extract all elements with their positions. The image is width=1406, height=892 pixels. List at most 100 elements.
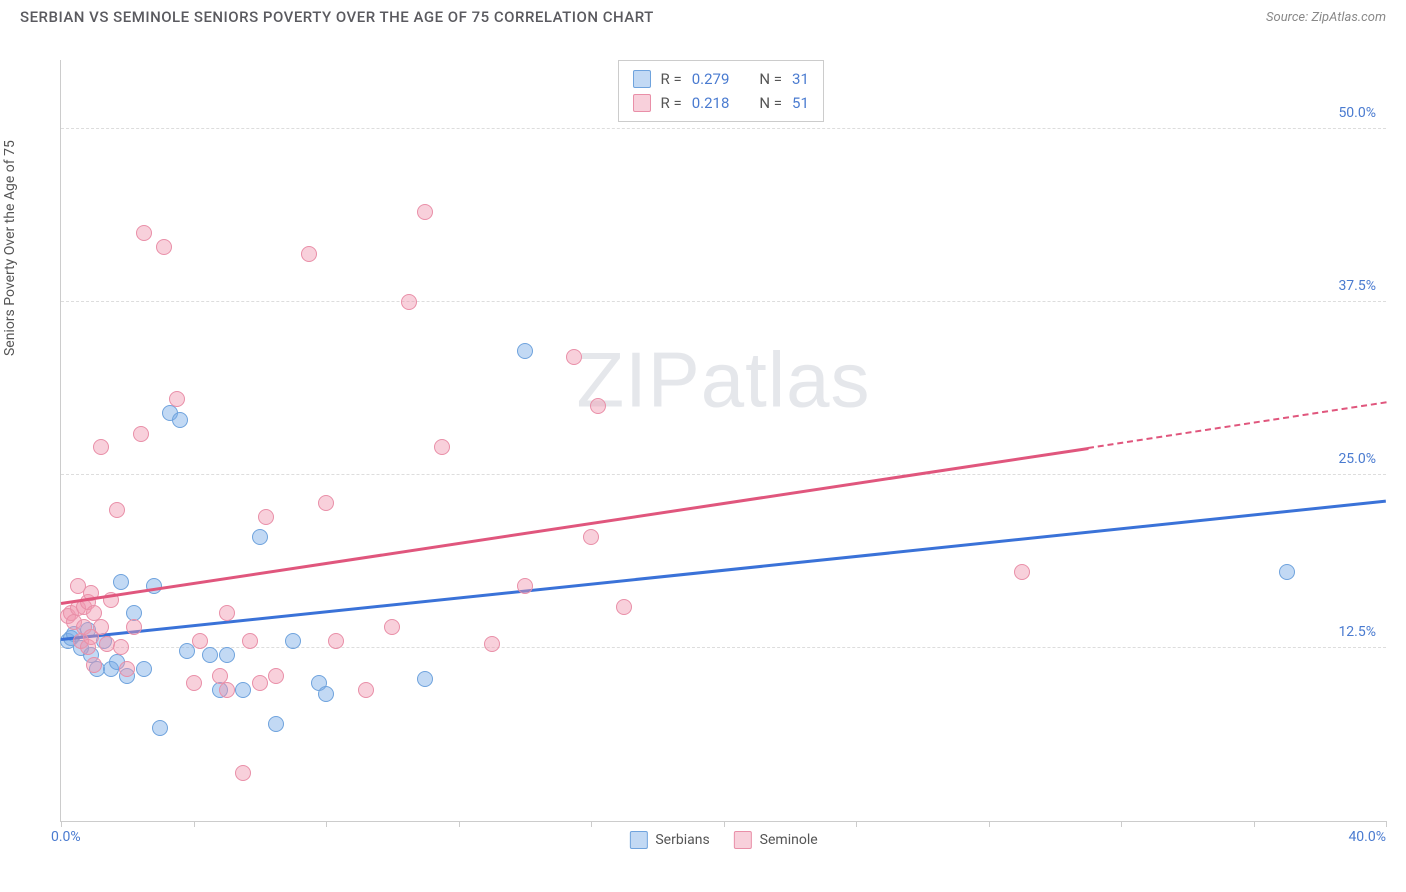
x-tick <box>459 821 460 827</box>
chart-header: SERBIAN VS SEMINOLE SENIORS POVERTY OVER… <box>0 0 1406 30</box>
data-point <box>192 633 208 649</box>
legend-swatch <box>633 94 651 112</box>
data-point <box>517 578 533 594</box>
data-point <box>434 439 450 455</box>
data-point <box>126 619 142 635</box>
data-point <box>186 675 202 691</box>
data-point <box>93 619 109 635</box>
x-tick <box>724 821 725 827</box>
trend-line <box>61 447 1088 604</box>
data-point <box>268 716 284 732</box>
data-point <box>242 633 258 649</box>
legend-label: Seminole <box>760 832 818 848</box>
x-max-label: 40.0% <box>1348 829 1386 845</box>
data-point <box>136 661 152 677</box>
data-point <box>301 246 317 262</box>
data-point <box>172 412 188 428</box>
x-tick <box>591 821 592 827</box>
data-point <box>219 682 235 698</box>
x-tick <box>1254 821 1255 827</box>
data-point <box>146 578 162 594</box>
data-point <box>202 647 218 663</box>
y-tick-label: 25.0% <box>1338 451 1376 467</box>
trend-line <box>1088 402 1386 450</box>
legend-item: Serbians <box>629 831 709 849</box>
watermark: ZIPatlas <box>576 334 870 425</box>
stats-legend-box: R = 0.279 N = 31 R = 0.218 N = 51 <box>618 60 824 122</box>
stat-n-label: N = <box>759 67 782 91</box>
stats-row: R = 0.218 N = 51 <box>633 91 809 115</box>
stat-r-value: 0.279 <box>692 67 730 91</box>
data-point <box>318 686 334 702</box>
data-point <box>113 574 129 590</box>
x-tick <box>194 821 195 827</box>
stats-row: R = 0.279 N = 31 <box>633 67 809 91</box>
legend-swatch <box>633 70 651 88</box>
data-point <box>616 599 632 615</box>
data-point <box>136 225 152 241</box>
data-point <box>484 636 500 652</box>
stat-r-value: 0.218 <box>692 91 730 115</box>
stat-r-label: R = <box>661 91 682 115</box>
x-tick <box>61 821 62 827</box>
x-tick <box>326 821 327 827</box>
legend-label: Serbians <box>655 832 709 848</box>
bottom-legend: Serbians Seminole <box>629 831 817 849</box>
data-point <box>1014 564 1030 580</box>
x-tick <box>1121 821 1122 827</box>
data-point <box>235 682 251 698</box>
data-point <box>318 495 334 511</box>
data-point <box>417 204 433 220</box>
data-point <box>152 720 168 736</box>
data-point <box>328 633 344 649</box>
plot-area: ZIPatlas R = 0.279N = 31R = 0.218N = 51 … <box>60 60 1386 822</box>
data-point <box>113 639 129 655</box>
data-point <box>401 294 417 310</box>
data-point <box>235 765 251 781</box>
stat-n-value: 31 <box>792 67 809 91</box>
y-axis-title: Seniors Poverty Over the Age of 75 <box>2 140 18 356</box>
data-point <box>219 605 235 621</box>
gridline <box>61 647 1386 648</box>
data-point <box>1279 564 1295 580</box>
data-point <box>252 529 268 545</box>
data-point <box>285 633 301 649</box>
x-tick <box>856 821 857 827</box>
data-point <box>119 661 135 677</box>
data-point <box>156 239 172 255</box>
data-point <box>252 675 268 691</box>
y-tick-label: 50.0% <box>1338 105 1376 121</box>
chart-title: SERBIAN VS SEMINOLE SENIORS POVERTY OVER… <box>20 8 654 26</box>
stat-r-label: R = <box>661 67 682 91</box>
data-point <box>86 657 102 673</box>
data-point <box>133 426 149 442</box>
data-point <box>258 509 274 525</box>
data-point <box>358 682 374 698</box>
x-tick <box>1386 821 1387 827</box>
data-point <box>417 671 433 687</box>
x-tick <box>989 821 990 827</box>
legend-swatch <box>734 831 752 849</box>
data-point <box>583 529 599 545</box>
gridline <box>61 301 1386 302</box>
data-point <box>517 343 533 359</box>
y-tick-label: 12.5% <box>1338 624 1376 640</box>
source-attribution: Source: ZipAtlas.com <box>1266 10 1386 25</box>
gridline <box>61 128 1386 129</box>
chart-container: Seniors Poverty Over the Age of 75 ZIPat… <box>20 40 1386 872</box>
stat-n-value: 51 <box>792 91 809 115</box>
data-point <box>93 439 109 455</box>
data-point <box>384 619 400 635</box>
data-point <box>566 349 582 365</box>
data-point <box>109 502 125 518</box>
data-point <box>219 647 235 663</box>
data-point <box>268 668 284 684</box>
y-tick-label: 37.5% <box>1338 278 1376 294</box>
legend-swatch <box>629 831 647 849</box>
data-point <box>590 398 606 414</box>
legend-item: Seminole <box>734 831 818 849</box>
gridline <box>61 474 1386 475</box>
stat-n-label: N = <box>759 91 782 115</box>
data-point <box>169 391 185 407</box>
x-min-label: 0.0% <box>51 829 81 845</box>
